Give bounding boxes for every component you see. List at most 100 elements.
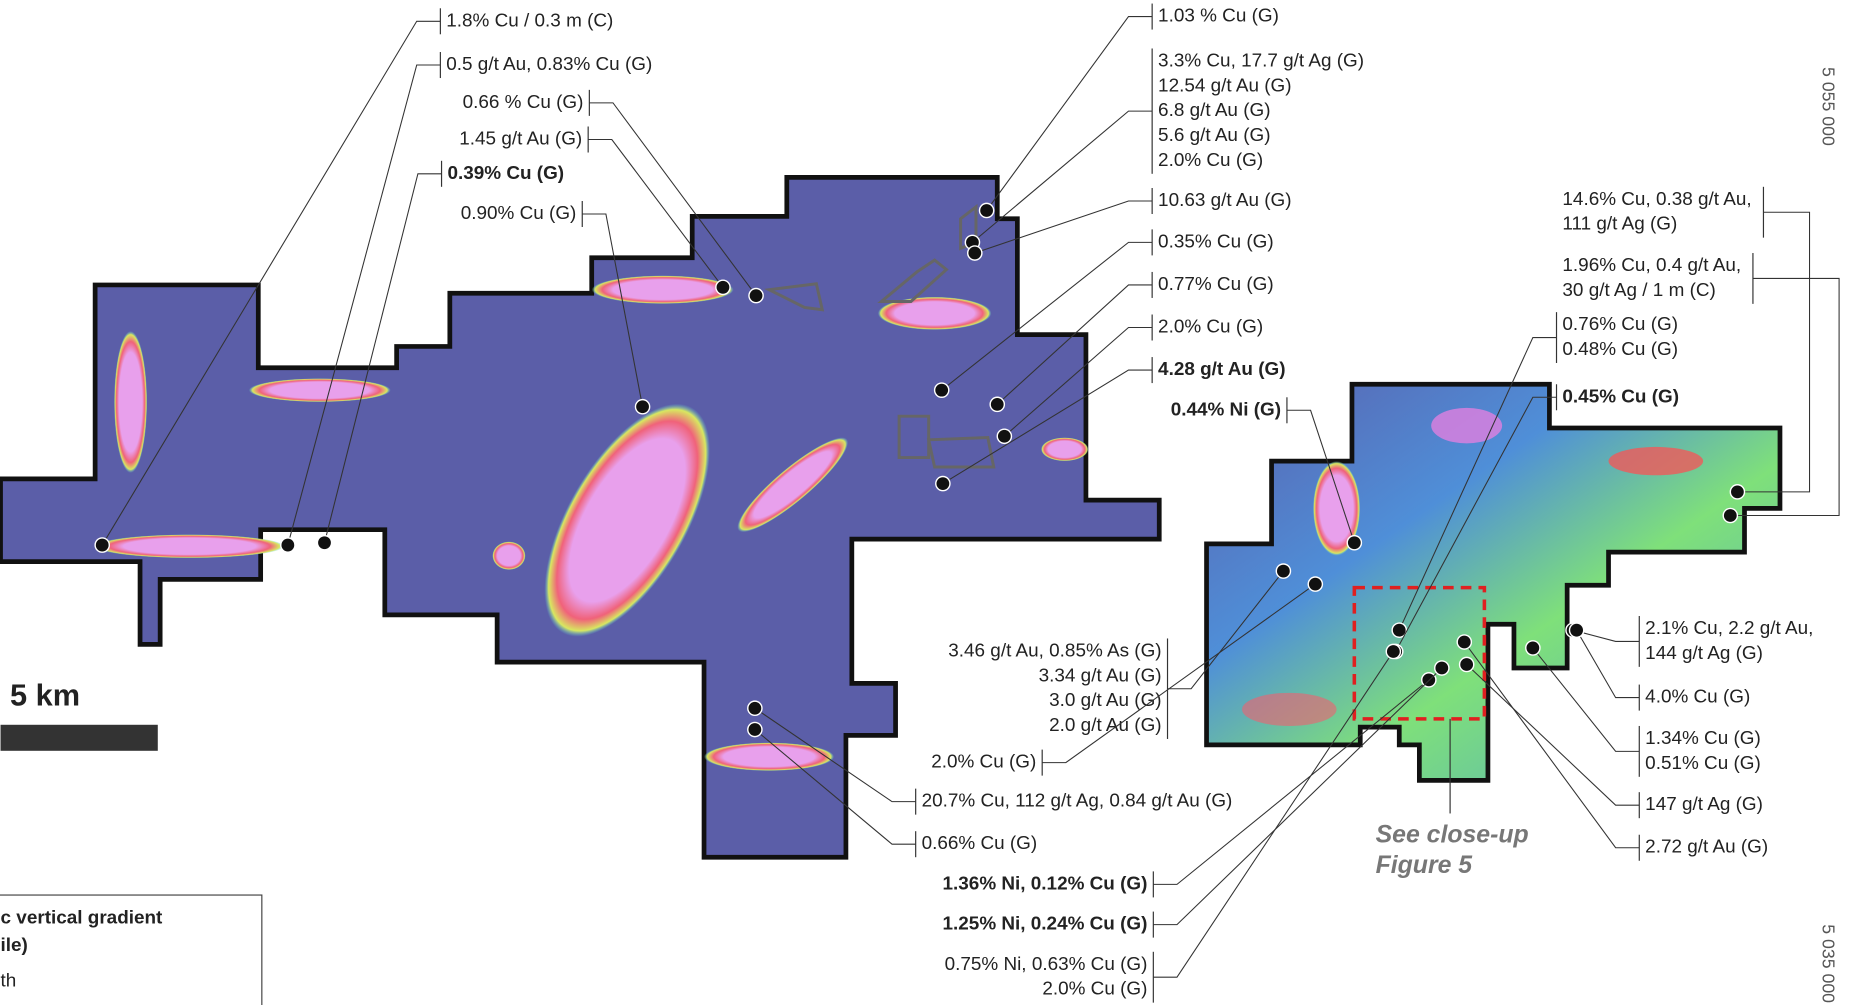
sample-point [94,537,111,553]
leader-line [1737,211,1811,493]
sample-label: 2.0% Cu (G) [1158,317,1263,338]
sample-label: 3.3% Cu, 17.7 g/t Ag (G) [1158,50,1364,71]
leader-line [1153,679,1430,885]
sample-point [996,428,1013,445]
sample-point [748,287,764,304]
leader-line [754,729,916,845]
sample-point [1729,484,1746,500]
leader-line [1004,326,1153,437]
sample-point [747,700,763,717]
sample-label: 1.03 % Cu (G) [1158,6,1279,27]
sample-label: 0.75% Ni, 0.63% Cu (G) [945,954,1148,975]
sample-label: 1.45 g/t Au (G) [459,129,582,150]
legend-title: ile) [1,935,28,956]
leader-line [1153,651,1394,978]
leader-line [323,173,442,543]
leader-line [996,284,1153,405]
sample-point [715,279,731,296]
sample-point [1568,622,1585,638]
sample-label: 0.44% Ni (G) [1171,399,1281,420]
sample-label: 0.77% Cu (G) [1158,274,1274,295]
legend-entry: th [1,970,17,991]
sample-point [1391,622,1408,638]
leader-line [1463,641,1640,849]
sample-label: 3.0 g/t Au (G) [1049,690,1161,711]
leader-line [287,64,441,546]
closeup-label: Figure 5 [1376,852,1474,879]
leader-line [1398,337,1557,631]
sample-point [1456,634,1473,650]
sample-point [1525,640,1541,656]
sample-label: 0.66 % Cu (G) [463,92,584,113]
sample-point [989,396,1006,413]
sample-label: 1.25% Ni, 0.24% Cu (G) [943,914,1148,935]
leader-line [1466,664,1640,806]
sample-point [978,202,995,219]
sample-label: 0.66% Cu (G) [922,833,1038,854]
sample-point [1458,656,1475,673]
sample-label: 30 g/t Ag / 1 m (C) [1562,280,1715,301]
leader-line [1167,570,1284,690]
sample-label: 3.46 g/t Au, 0.85% As (G) [948,640,1161,661]
sample-point [1346,534,1363,551]
sample-label: 111 g/t Ag (G) [1562,214,1677,235]
sample-point [1722,507,1739,524]
sample-label: 0.48% Cu (G) [1562,339,1678,360]
sample-label: 0.90% Cu (G) [461,203,577,224]
leader-line [754,707,916,803]
anomalies [95,275,1089,771]
sample-label: 144 g/t Ag (G) [1645,643,1763,664]
sample-point [747,721,763,738]
leader-line [1532,647,1640,752]
sample-label: 1.96% Cu, 0.4 g/t Au, [1562,255,1741,276]
leader-line [1286,409,1355,543]
leader-line [1730,277,1840,517]
scale-bar [0,724,158,751]
sample-point [1434,660,1450,676]
sample-point [933,382,950,398]
sample-label: 3.34 g/t Au (G) [1039,665,1162,686]
legend-title: c vertical gradient [1,908,164,929]
sample-label: 0.35% Cu (G) [1158,231,1274,252]
leader-line [1572,629,1640,642]
sample-label: 0.51% Cu (G) [1645,753,1761,774]
coordinate-label: 5 055 000 [1819,67,1839,146]
sample-label: 20.7% Cu, 112 g/t Ag, 0.84 g/t Au (G) [922,791,1233,812]
closeup-box [1352,585,1487,721]
sample-label: 14.6% Cu, 0.38 g/t Au, [1562,189,1751,210]
sample-point [935,475,951,492]
leader-line [974,200,1153,254]
sample-label: 2.0% Cu (G) [1042,979,1147,1000]
leader-line [972,110,1153,243]
sample-point [316,534,333,551]
sample-label: 5.6 g/t Au (G) [1158,125,1270,146]
leader-line [588,138,724,288]
sample-point [634,398,651,415]
leader-line [1042,583,1316,764]
claim-outlines [764,203,996,469]
sample-label: 4.0% Cu (G) [1645,687,1750,708]
coordinate-label: 5 035 000 [1819,924,1839,1003]
sample-label: 4.28 g/t Au (G) [1158,359,1285,380]
sample-label: 1.34% Cu (G) [1645,728,1761,749]
leader-line [589,102,757,296]
leader-line [942,369,1153,485]
leader-line [1576,629,1640,699]
sample-point [1385,643,1402,660]
sample-label: 2.0% Cu (G) [931,752,1036,773]
sample-point [966,245,983,261]
sample-label: 2.0 g/t Au (G) [1049,715,1161,736]
sample-label: 10.63 g/t Au (G) [1158,190,1291,211]
sample-label: 12.54 g/t Au (G) [1158,75,1291,96]
leader-line [101,20,441,546]
sample-label: 2.0% Cu (G) [1158,150,1263,171]
sample-point [280,537,296,553]
leader-line [941,241,1153,391]
labels: 1.8% Cu / 0.3 m (C) 0.5 g/t Au, 0.83% Cu … [94,3,1840,1003]
sample-label: 1.36% Ni, 0.12% Cu (G) [943,873,1148,894]
sample-label: 2.1% Cu, 2.2 g/t Au, [1645,618,1813,639]
sample-point [1307,576,1324,592]
sample-label: 6.8 g/t Au (G) [1158,100,1270,121]
sample-label: 0.76% Cu (G) [1562,314,1678,335]
